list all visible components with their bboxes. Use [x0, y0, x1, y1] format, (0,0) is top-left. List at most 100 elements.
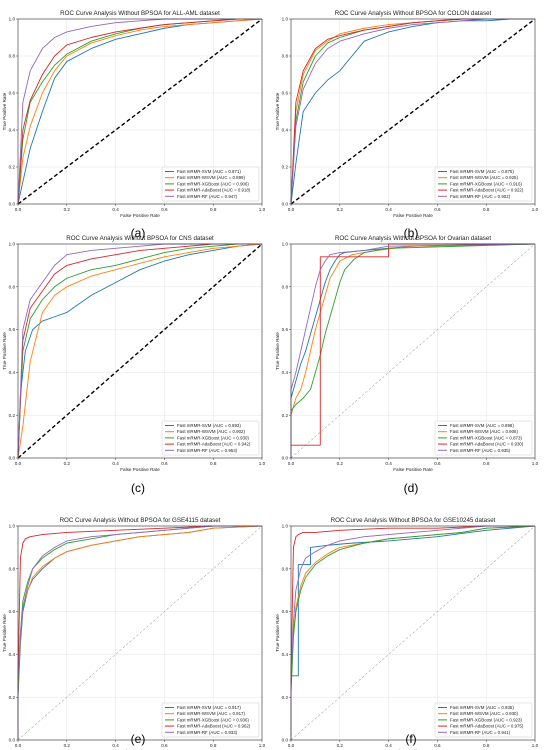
legend-entry: Fast mRMR-SVM (AUC = 0.898) [450, 423, 514, 428]
y-tick-label: 0.8 [282, 284, 289, 289]
roc-curve-1 [17, 243, 263, 459]
x-tick-label: 0.8 [210, 207, 217, 212]
y-tick-label: 0.6 [282, 91, 289, 96]
y-tick-label: 0.8 [9, 566, 16, 571]
x-tick-label: 0.0 [288, 743, 295, 748]
x-tick-label: 1.0 [259, 461, 266, 466]
legend-entry: Fast mRMR-AdaBoost (AUC = 0.930) [450, 442, 524, 447]
plot-frame [290, 243, 536, 459]
x-tick-label: 1.0 [259, 743, 266, 748]
x-tick-label: 1.0 [259, 207, 266, 212]
legend-entry: Fast mRMR-AdaBoost (AUC = 0.975) [450, 724, 524, 729]
y-tick-label: 1.0 [282, 242, 289, 247]
y-tick-label: 1.0 [282, 524, 289, 529]
legend-entry: Fast mRMR-AdaBoost (AUC = 0.922) [450, 188, 524, 193]
legend-box [434, 420, 533, 456]
legend-entry: Fast mRMR-SVM (AUC = 0.893) [177, 423, 241, 428]
legend-entry: Fast mRMR-RF (AUC = 0.947) [177, 194, 238, 199]
y-tick-label: 0.0 [9, 202, 16, 207]
roc-curve-1 [290, 18, 535, 205]
y-tick-label: 0.2 [282, 695, 289, 700]
x-tick-label: 0.4 [112, 207, 119, 212]
y-tick-label: 0.6 [9, 609, 16, 614]
y-tick-label: 1.0 [9, 17, 16, 22]
y-tick-label: 0.4 [9, 652, 16, 657]
y-tick-label: 0.8 [282, 54, 289, 59]
y-axis-label: True Positive Rate [2, 614, 7, 652]
chart-title: ROC Curve Analysis Without BPSOA for COL… [335, 10, 492, 17]
y-tick-label: 0.4 [282, 370, 289, 375]
x-tick-label: 0.0 [15, 461, 22, 466]
x-tick-label: 0.0 [15, 207, 22, 212]
plot-frame [17, 525, 263, 741]
legend-entry: Fast mRMR-XGBoost (AUC = 0.936) [177, 717, 249, 722]
x-tick-label: 0.6 [434, 207, 441, 212]
y-tick-label: 0.0 [282, 738, 289, 743]
legend-entry: Fast mRMR-SVM (AUC = 0.875) [450, 169, 514, 174]
legend-entry: Fast mRMR-XGBoost (AUC = 0.873) [450, 435, 522, 440]
diagonal-reference-line [290, 243, 536, 459]
diagonal-reference-line [17, 525, 263, 741]
y-tick-label: 0.6 [9, 327, 16, 332]
legend-entry: Fast mRMR-XGBoost (AUC = 0.923) [450, 717, 522, 722]
x-tick-label: 0.6 [434, 461, 441, 466]
legend-entry: Fast mRMR-WSVM (AUC = 0.902) [177, 429, 245, 434]
legend-entry: Fast mRMR-XGBoost (AUC = 0.930) [177, 435, 249, 440]
roc-curve-1 [290, 525, 536, 740]
x-tick-label: 0.2 [337, 743, 344, 748]
roc-curve-2 [17, 243, 263, 459]
legend-entry: Fast mRMR-SVM (AUC = 0.917) [177, 705, 241, 710]
y-tick-label: 0.4 [282, 128, 289, 133]
x-tick-label: 0.2 [64, 461, 71, 466]
y-tick-label: 0.0 [9, 456, 16, 461]
x-tick-label: 0.8 [483, 743, 490, 748]
x-tick-label: 0.6 [161, 207, 168, 212]
roc-panel-b: ROC Curve Analysis Without BPSOA for COL… [275, 10, 539, 240]
y-axis-label: True Positive Rate [2, 332, 7, 370]
x-tick-label: 0.0 [288, 207, 295, 212]
x-tick-label: 0.8 [210, 743, 217, 748]
legend-entry: Fast mRMR-XGBoost (AUC = 0.916) [450, 181, 522, 186]
x-tick-label: 0.4 [385, 207, 392, 212]
legend-entry: Fast mRMR-RF (AUC = 0.933) [177, 730, 238, 735]
chart-title: ROC Curve Analysis Without BPSOA for ALL… [60, 10, 220, 17]
legend-entry: Fast mRMR-WSVM (AUC = 0.899) [177, 175, 245, 180]
y-tick-label: 0.2 [9, 695, 16, 700]
roc-curve-4 [17, 18, 262, 205]
legend-entry: Fast mRMR-RF (AUC = 0.953) [177, 448, 238, 453]
x-tick-label: 0.4 [112, 461, 119, 466]
roc-panel-c: ROC Curve Analysis Without BPSOA for CNS… [2, 235, 266, 495]
x-tick-label: 0.4 [112, 743, 119, 748]
chart-title: ROC Curve Analysis Without BPSOA for CNS… [66, 235, 214, 242]
legend-box [161, 166, 260, 202]
x-tick-label: 0.8 [210, 461, 217, 466]
legend-entry: Fast mRMR-AdaBoost (AUC = 0.962) [177, 724, 251, 729]
x-tick-label: 0.6 [161, 461, 168, 466]
legend-entry: Fast mRMR-RF (AUC = 0.935) [450, 448, 511, 453]
panel-caption: (f) [405, 732, 416, 746]
y-tick-label: 0.8 [9, 54, 16, 59]
legend-box [434, 166, 533, 202]
legend-entry: Fast mRMR-SVM (AUC = 0.935) [450, 705, 514, 710]
y-tick-label: 0.0 [282, 202, 289, 207]
x-tick-label: 0.4 [385, 461, 392, 466]
x-tick-label: 1.0 [532, 743, 539, 748]
roc-curve-4 [290, 525, 535, 740]
x-tick-label: 0.0 [15, 743, 22, 748]
y-axis-label: True Positive Rate [2, 92, 7, 130]
legend-box [161, 420, 260, 456]
y-tick-label: 0.8 [282, 566, 289, 571]
y-tick-label: 1.0 [9, 242, 16, 247]
legend: Fast mRMR-SVM (AUC = 0.871)Fast mRMR-WSV… [161, 166, 260, 202]
x-tick-label: 0.8 [483, 207, 490, 212]
y-tick-label: 0.0 [9, 738, 16, 743]
legend: Fast mRMR-SVM (AUC = 0.875)Fast mRMR-WSV… [434, 166, 533, 202]
y-tick-label: 1.0 [282, 17, 289, 22]
plot-frame [17, 243, 263, 459]
roc-curve-3 [290, 243, 536, 458]
roc-curve-3 [290, 525, 536, 740]
y-tick-label: 0.2 [9, 413, 16, 418]
y-tick-label: 0.2 [282, 165, 289, 170]
x-tick-label: 0.6 [434, 743, 441, 748]
